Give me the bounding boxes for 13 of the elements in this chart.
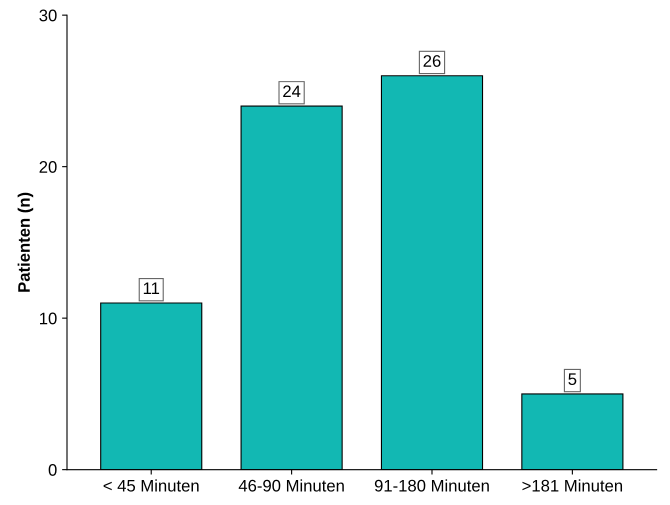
- x-tick-label: >181 Minuten: [522, 479, 622, 492]
- data-label: 26: [424, 55, 441, 67]
- data-label: 5: [568, 373, 576, 386]
- x-tick-label: 91-180 Minuten: [374, 479, 489, 492]
- x-tick-label: 46-90 Minuten: [238, 479, 344, 492]
- y-tick-label: 0: [48, 464, 57, 476]
- y-tick-label: 20: [40, 161, 57, 173]
- y-tick-label: 30: [39, 10, 57, 22]
- data-label: 11: [144, 282, 160, 294]
- data-label: 24: [283, 85, 300, 98]
- y-tick-label: 10: [40, 312, 57, 324]
- x-tick-label: < 45 Minuten: [104, 479, 199, 492]
- y-axis-title: Patienten (n): [18, 192, 34, 292]
